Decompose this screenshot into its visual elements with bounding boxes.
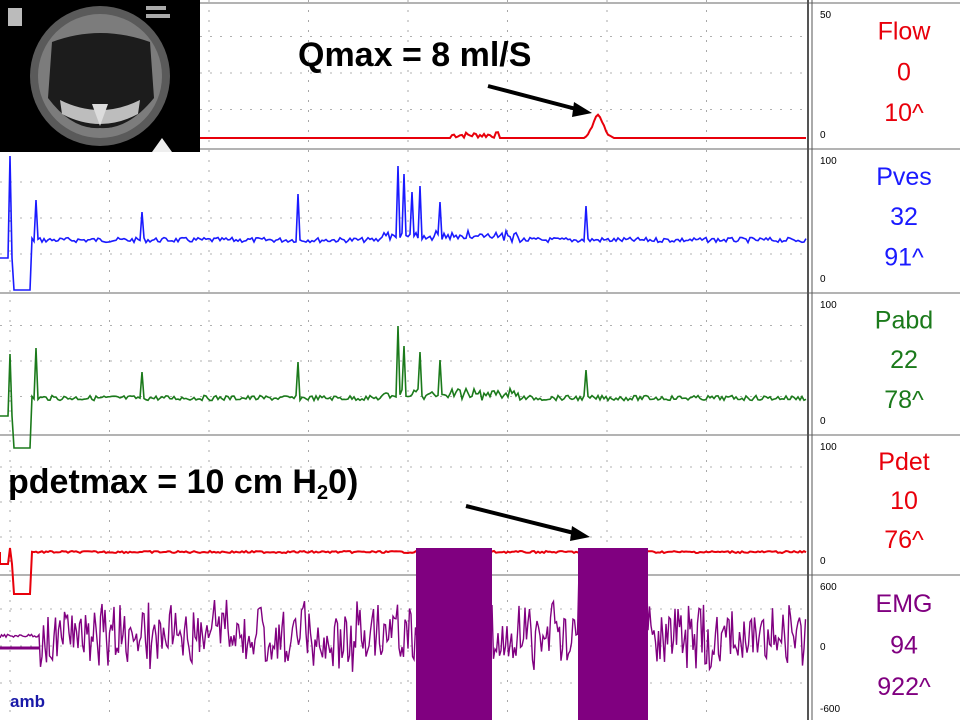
scale-bottom-label: -600 [820,704,840,715]
fluoroscopy-image [0,0,200,152]
scale-mid-label: 0 [820,642,826,653]
scale-bottom-label: 0 [820,274,826,285]
channel-labels: 500Flow010^1000Pves3291^1000Pabd2278^100… [820,10,933,715]
pabd-series-line [0,325,807,449]
scale-bottom-label: 0 [820,130,826,141]
scale-bottom-label: 0 [820,416,826,427]
pdetmax-subscript: 2 [316,482,329,504]
scale-bottom-label: 0 [820,556,826,567]
pdetmax-annotation: pdetmax = 10 cm H20) [8,463,358,505]
pdet-series-line [0,547,807,595]
channel-current-value: 22 [890,346,918,374]
channel-name-label: Pdet [878,448,929,476]
trace-layer [0,113,807,720]
channel-max-value: 91^ [884,244,924,272]
scale-top-label: 100 [820,156,837,167]
channel-current-value: 0 [897,58,911,86]
channel-name-label: Pabd [875,306,933,334]
channel-max-value: 76^ [884,526,924,554]
channel-max-value: 78^ [884,386,924,414]
scale-top-label: 50 [820,10,832,21]
emg-burst-band [416,548,492,720]
emg-series-line [0,553,807,720]
pdetmax-arrow [465,504,590,541]
channel-name-label: Flow [878,17,932,45]
pves-series-line [0,155,807,291]
channel-current-value: 32 [890,203,918,231]
channel-max-value: 10^ [884,99,924,127]
qmax-annotation: Qmax = 8 ml/S [298,36,532,74]
footer-label: amb [10,692,45,711]
channel-current-value: 94 [890,631,918,659]
qmax-arrow [487,84,592,117]
emg-burst-band [578,548,648,720]
pdetmax-suffix: 0) [328,463,359,501]
channel-name-label: EMG [876,590,933,618]
scale-top-label: 100 [820,300,837,311]
channel-current-value: 10 [890,487,918,515]
scale-top-label: 600 [820,582,837,593]
channel-max-value: 922^ [877,673,931,701]
pdetmax-prefix: pdetmax = 10 cm H [8,463,317,501]
flow-series-line [200,113,806,140]
channel-name-label: Pves [876,163,932,191]
scale-top-label: 100 [820,442,837,453]
